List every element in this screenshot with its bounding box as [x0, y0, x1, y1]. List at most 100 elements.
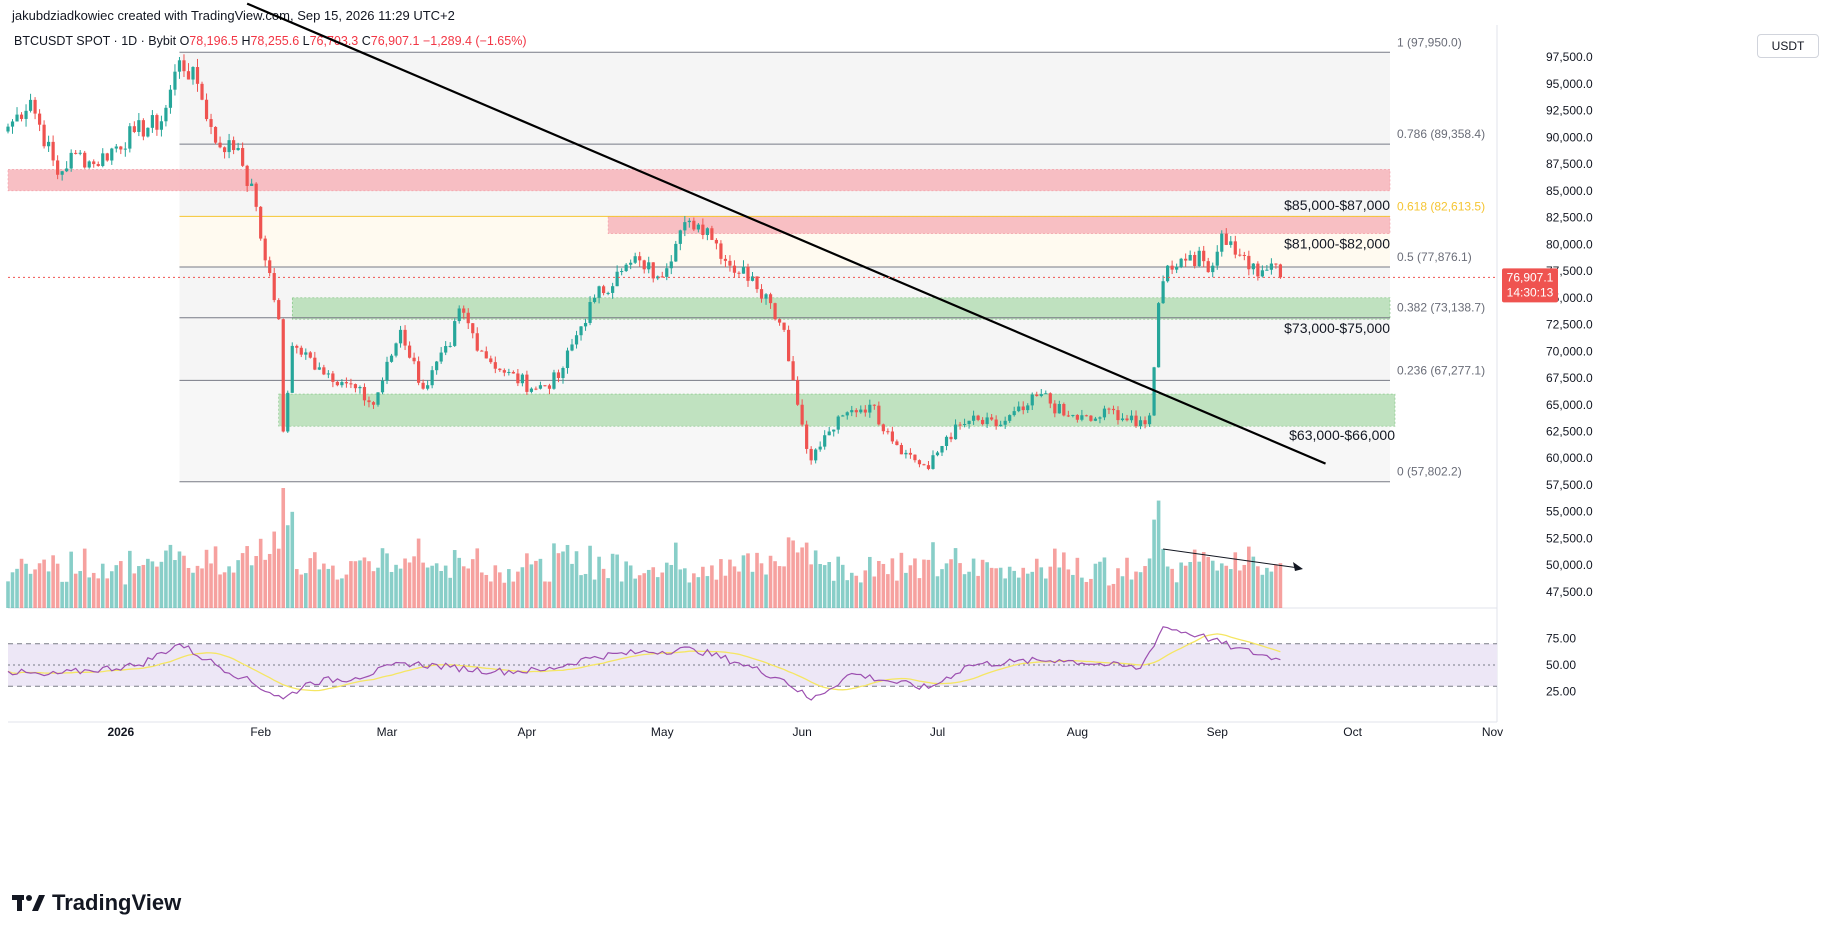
candle-body: [868, 404, 872, 413]
candle-body: [579, 326, 583, 336]
trendline: [246, 2, 1326, 465]
candle-body: [890, 431, 894, 442]
candle-body: [1166, 265, 1170, 282]
volume-bar: [985, 562, 989, 608]
volume-bar: [624, 561, 628, 608]
symbol-name[interactable]: BTCUSDT SPOT · 1D · Bybit: [14, 34, 177, 48]
volume-bar: [1111, 583, 1116, 608]
candle-body: [674, 243, 678, 262]
candle-body: [678, 230, 682, 244]
fib-label: 0.5 (77,876.1): [1397, 250, 1472, 264]
candle-body: [786, 329, 791, 362]
volume-bar: [597, 556, 601, 608]
volume-bar: [935, 576, 940, 608]
candle-body: [529, 388, 534, 392]
volume-bar: [579, 575, 583, 608]
volume-bar: [777, 566, 782, 608]
volume-bar: [1016, 577, 1021, 608]
volume-bar: [60, 581, 64, 608]
volume-bar: [240, 553, 245, 608]
candle-body: [953, 424, 958, 440]
change-value: −1,289.4 (−1.65%): [422, 34, 527, 48]
candle-body: [1197, 250, 1201, 267]
candle-body: [137, 120, 141, 132]
volume-bar: [529, 564, 534, 608]
candle-body: [489, 358, 493, 363]
candle-body: [232, 140, 236, 151]
volume-bar: [114, 565, 119, 608]
price-tick-label: 95,000.0: [1546, 77, 1593, 91]
candle-body: [173, 71, 177, 90]
volume-bar: [285, 525, 290, 608]
candle-body: [344, 382, 349, 384]
volume-bar: [1021, 567, 1026, 608]
volume-bar: [1228, 569, 1233, 608]
candle-body: [335, 381, 339, 386]
candle-body: [728, 260, 732, 266]
volume-bar: [159, 561, 164, 608]
candle-body: [1021, 406, 1025, 411]
candle-body: [1093, 418, 1098, 421]
volume-bar: [746, 553, 750, 608]
currency-unit-button[interactable]: USDT: [1757, 34, 1819, 58]
candle-body: [1125, 418, 1129, 421]
candle-body: [439, 352, 443, 362]
candle-body: [290, 345, 294, 393]
candle-body: [33, 99, 37, 114]
downtrend-line: [246, 2, 1326, 465]
candle-body: [24, 110, 28, 119]
volume-bar: [55, 563, 60, 608]
candle-body: [1071, 414, 1075, 416]
volume-bar: [1030, 571, 1035, 608]
volume-bar: [484, 574, 489, 608]
volume-bar: [37, 563, 42, 608]
price-tick-label: 55,000.0: [1546, 505, 1593, 519]
candle-body: [899, 445, 903, 455]
volume-bar: [1143, 566, 1147, 608]
candle-body: [1206, 261, 1210, 273]
fib-label: 0 (57,802.2): [1397, 465, 1462, 479]
candle-body: [1026, 405, 1030, 411]
volume-bar: [1174, 582, 1179, 608]
candle-body: [87, 161, 91, 168]
volume-bar: [719, 559, 723, 608]
candle-body: [1134, 415, 1138, 427]
candle-body: [37, 113, 42, 125]
candle-body: [268, 260, 272, 274]
candle-body: [1193, 254, 1197, 267]
volume-bar: [1256, 566, 1260, 608]
candle-body: [331, 373, 335, 382]
candle-body: [317, 367, 321, 370]
candle-body: [444, 346, 448, 353]
volume-bar: [637, 575, 642, 608]
volume-bar: [849, 572, 854, 608]
tradingview-logo-icon: [12, 895, 45, 911]
volume-bar: [470, 559, 475, 608]
volume-bar: [308, 558, 313, 608]
volume-bar: [28, 573, 33, 608]
tradingview-logo[interactable]: TradingView: [12, 890, 181, 916]
volume-bar: [344, 574, 349, 608]
volume-bar: [1075, 557, 1080, 608]
candle-body: [42, 124, 46, 147]
time-tick-label: Apr: [518, 725, 537, 739]
volume-bar: [1007, 566, 1012, 608]
volume-bar: [710, 565, 714, 608]
candle-body: [985, 417, 989, 425]
candle-body: [638, 256, 642, 261]
open-label: O: [179, 34, 190, 48]
chart-credit: jakubdziadkowiec created with TradingVie…: [12, 8, 455, 23]
candle-body: [511, 371, 515, 374]
volume-bar: [592, 579, 597, 608]
candle-body: [922, 464, 926, 466]
volume-bar: [759, 563, 764, 608]
price-tick-label: 62,500.0: [1546, 424, 1593, 438]
volume-bar: [976, 575, 980, 608]
price-tick-label: 47,500.0: [1546, 585, 1593, 599]
candle-body: [827, 431, 831, 436]
candle-body: [132, 126, 136, 132]
volume-bar: [1206, 556, 1211, 608]
candle-body: [660, 276, 664, 278]
candle-body: [732, 265, 737, 273]
